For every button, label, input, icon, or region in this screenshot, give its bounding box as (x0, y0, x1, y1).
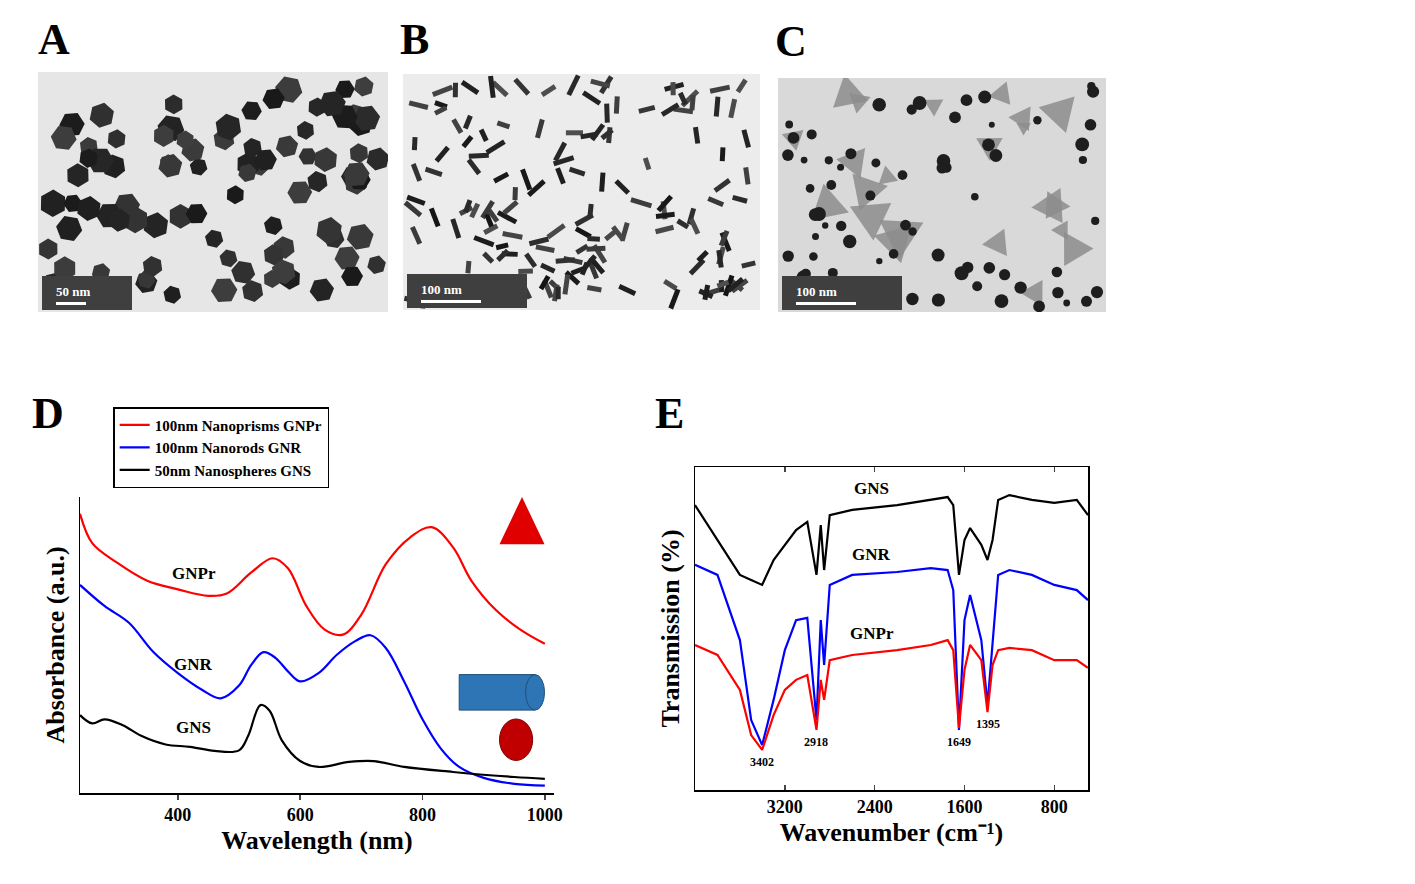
svg-text:1649: 1649 (947, 735, 971, 749)
svg-text:100nm Nanoprisms GNPr: 100nm Nanoprisms GNPr (155, 418, 322, 434)
svg-text:2400: 2400 (857, 797, 893, 817)
html-text:D: D (32, 389, 64, 438)
svg-text:100 nm: 100 nm (421, 282, 462, 297)
svg-text:100 nm: 100 nm (796, 284, 837, 299)
svg-text:3402: 3402 (750, 755, 774, 769)
svg-text:400: 400 (164, 805, 191, 825)
svg-text:GNR: GNR (852, 545, 891, 564)
html-text:E: E (655, 389, 685, 438)
svg-text:2918: 2918 (804, 735, 828, 749)
svg-text:GNS: GNS (176, 718, 211, 737)
html-text:A: A (38, 15, 70, 64)
svg-text:Wavelength (nm): Wavelength (nm) (221, 826, 412, 855)
svg-text:GNR: GNR (174, 655, 213, 674)
svg-text:Transmission (%): Transmission (%) (656, 529, 685, 727)
svg-text:Wavenumber (cm⁻¹): Wavenumber (cm⁻¹) (780, 818, 1004, 847)
svg-text:600: 600 (287, 805, 314, 825)
svg-text:1395: 1395 (976, 717, 1000, 731)
html-text:C: C (775, 17, 807, 66)
svg-text:800: 800 (1041, 797, 1068, 817)
svg-text:GNS: GNS (854, 479, 889, 498)
svg-text:50nm Nanospheres GNS: 50nm Nanospheres GNS (155, 463, 311, 479)
svg-text:50 nm: 50 nm (56, 284, 90, 299)
svg-text:800: 800 (409, 805, 436, 825)
svg-text:100nm Nanorods GNR: 100nm Nanorods GNR (155, 440, 302, 456)
svg-text:1000: 1000 (527, 805, 563, 825)
svg-text:GNPr: GNPr (172, 564, 216, 583)
svg-text:GNPr: GNPr (850, 624, 894, 643)
svg-text:3200: 3200 (767, 797, 803, 817)
svg-text:Absorbance (a.u.): Absorbance (a.u.) (41, 546, 70, 743)
html-text:B: B (400, 15, 430, 64)
svg-text:1600: 1600 (946, 797, 982, 817)
